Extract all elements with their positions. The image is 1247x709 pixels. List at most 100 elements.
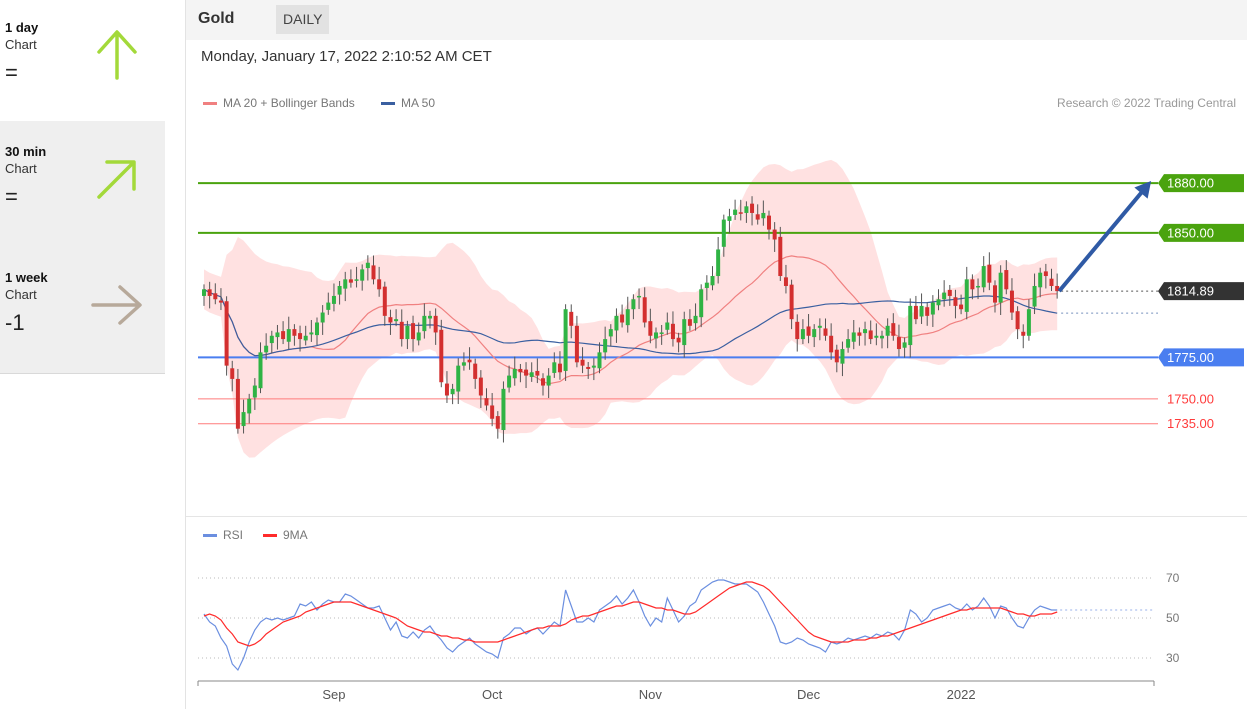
candle-body: [823, 328, 828, 336]
candle: [518, 363, 523, 383]
candle: [399, 309, 404, 347]
candle: [953, 289, 958, 319]
candle-body: [987, 264, 992, 283]
candle-body: [597, 352, 602, 369]
level-label-bg-1880.00: [1158, 174, 1244, 193]
price-chart[interactable]: 1880.00 1850.00 1814.89 1775.00 1750.00 1735.…: [186, 0, 1247, 709]
candle: [947, 284, 952, 306]
candle-body: [320, 312, 325, 323]
level-label-bg-1850.00: [1158, 223, 1244, 242]
candle-body: [896, 337, 901, 350]
candle: [411, 315, 416, 352]
candle: [580, 347, 585, 374]
candle-body: [880, 335, 884, 339]
candle-body: [264, 345, 269, 353]
candle: [394, 309, 399, 327]
candle-body: [473, 363, 478, 379]
candle-body: [461, 362, 466, 366]
candle: [676, 332, 681, 353]
candle-body: [501, 388, 506, 431]
candle-body: [693, 315, 698, 324]
candle-body: [868, 330, 873, 340]
candle: [586, 361, 591, 379]
x-tick-label-Nov: Nov: [639, 687, 663, 702]
x-tick-label-Oct: Oct: [482, 687, 503, 702]
legend-9ma: 9MA: [263, 528, 308, 542]
candle: [721, 214, 726, 257]
candle-body: [913, 305, 918, 320]
arrow-up-icon: [97, 30, 137, 80]
candle: [744, 201, 749, 223]
candle: [456, 358, 461, 404]
candle: [365, 255, 370, 281]
candle-body: [682, 319, 687, 346]
candle: [1015, 306, 1020, 340]
candle: [529, 362, 534, 382]
level-label-1775.00: 1775.00: [1167, 350, 1214, 365]
candle-body: [326, 302, 331, 310]
candle-body: [337, 285, 342, 295]
candle: [981, 256, 986, 293]
candle-body: [450, 388, 455, 395]
ma20-line: [203, 255, 1058, 385]
candle-body: [241, 412, 246, 427]
candle: [1004, 260, 1009, 295]
candle: [908, 298, 913, 358]
candle: [433, 308, 438, 345]
candle: [846, 329, 851, 353]
candle-body: [755, 214, 760, 220]
candle: [959, 294, 964, 315]
candle-body: [281, 331, 286, 340]
candle-body: [919, 305, 924, 317]
candle: [970, 274, 975, 300]
candle: [1038, 267, 1043, 298]
signal-card-30-min[interactable]: 30 min Chart =: [0, 121, 165, 248]
candle-body: [727, 216, 732, 221]
candle: [716, 237, 721, 284]
candle-body: [484, 398, 489, 406]
candle-body: [908, 305, 913, 346]
candle: [490, 393, 495, 427]
candle: [484, 388, 489, 411]
candle-body: [699, 289, 704, 318]
candle: [614, 308, 619, 343]
candle: [891, 313, 896, 341]
candle: [1026, 299, 1031, 341]
candle: [710, 266, 715, 291]
candle: [252, 378, 257, 410]
signal-card-1-week[interactable]: 1 week Chart -1: [0, 247, 165, 374]
credit-text: Research © 2022 Trading Central: [1057, 96, 1236, 110]
signal-sidebar: 1 day Chart = 30 min Chart = 1 week Char…: [0, 0, 165, 709]
candle: [687, 309, 692, 331]
candle-body: [416, 332, 421, 341]
candle-body: [846, 339, 851, 348]
candle-body: [388, 317, 393, 323]
candle: [218, 288, 223, 311]
candle-body: [778, 236, 783, 277]
candle: [761, 200, 766, 226]
candle: [501, 381, 506, 443]
candle: [461, 352, 466, 371]
candle: [812, 324, 817, 348]
timeframe-badge[interactable]: DAILY: [276, 5, 330, 34]
candle-body: [275, 332, 280, 338]
legend-label-ma20: MA 20 + Bollinger Bands: [223, 96, 355, 110]
candle-body: [885, 325, 890, 336]
candle: [665, 312, 670, 335]
candle: [213, 283, 218, 305]
signal-card-1-day[interactable]: 1 day Chart =: [0, 0, 165, 122]
candle-body: [1004, 270, 1009, 290]
legend-ma20: MA 20 + Bollinger Bands: [203, 96, 355, 110]
candle: [693, 303, 698, 331]
candle-body: [687, 319, 692, 326]
candle: [631, 294, 636, 320]
candle-body: [665, 322, 670, 330]
candle-body: [218, 300, 223, 303]
legend-swatch-ma50: [381, 102, 395, 106]
level-label-1850.00: 1850.00: [1167, 225, 1214, 240]
candle-body: [1015, 311, 1020, 330]
candle-body: [371, 265, 376, 280]
candle-body: [377, 279, 382, 290]
candle-body: [586, 366, 591, 369]
candle: [371, 255, 376, 285]
